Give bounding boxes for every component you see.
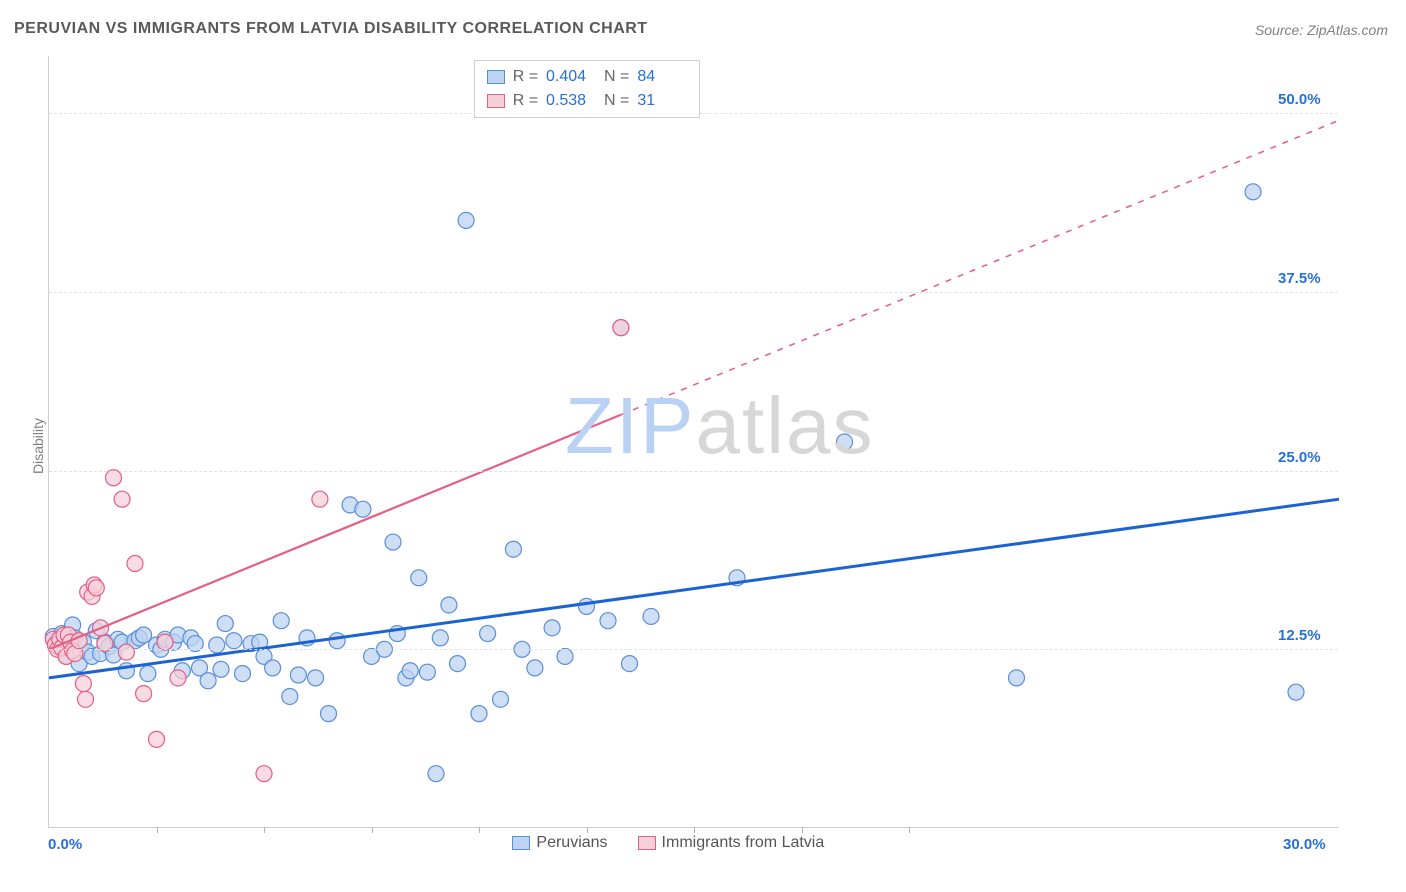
data-point [273,613,289,629]
x-max-label: 30.0% [1283,836,1326,853]
stats-r-value: 0.538 [546,89,596,113]
y-tick-label: 50.0% [1278,91,1321,108]
y-tick-label: 37.5% [1278,270,1321,287]
data-point [329,633,345,649]
stats-n-value: 31 [637,89,687,113]
legend-label: Peruvians [536,834,607,851]
data-point [114,491,130,507]
data-point [1288,684,1304,700]
data-point [450,656,466,672]
plot-area: ZIPatlas [48,56,1338,828]
data-point [527,660,543,676]
data-point [157,634,173,650]
data-point [471,706,487,722]
y-tick-label: 12.5% [1278,627,1321,644]
chart-container: PERUVIAN VS IMMIGRANTS FROM LATVIA DISAB… [0,0,1406,892]
data-point [441,597,457,613]
x-tick [802,827,803,833]
trendline-solid [49,415,621,650]
data-point [557,648,573,664]
x-tick [587,827,588,833]
series-legend: Peruvians Immigrants from Latvia [512,834,824,852]
data-point [127,556,143,572]
legend-item: Peruvians [512,834,607,852]
x-min-label: 0.0% [48,836,82,853]
x-tick [694,827,695,833]
data-point [209,637,225,653]
data-point [480,626,496,642]
stats-n-label: N = [604,89,629,113]
data-point [419,664,435,680]
data-point [837,434,853,450]
chart-title: PERUVIAN VS IMMIGRANTS FROM LATVIA DISAB… [14,20,648,38]
y-axis-label: Disability [30,418,46,474]
data-point [1245,184,1261,200]
data-point [217,616,233,632]
legend-swatch-icon [638,836,656,850]
x-tick [264,827,265,833]
legend-label: Immigrants from Latvia [662,834,825,851]
trendline [49,499,1339,678]
data-point [200,673,216,689]
data-point [106,470,122,486]
data-point [170,670,186,686]
gridline-h [49,471,1338,472]
data-point [505,541,521,557]
data-point [622,656,638,672]
gridline-h [49,292,1338,293]
gridline-h [49,649,1338,650]
data-point [613,320,629,336]
x-tick [372,827,373,833]
source-attribution: Source: ZipAtlas.com [1255,22,1388,38]
data-point [265,660,281,676]
stats-r-label: R = [513,65,538,89]
x-tick [157,827,158,833]
data-point [75,676,91,692]
scatter-svg [49,56,1339,828]
data-point [290,667,306,683]
data-point [140,666,156,682]
stats-legend-box: R = 0.404 N = 84 R = 0.538 N = 31 [474,60,701,118]
data-point [411,570,427,586]
data-point [235,666,251,682]
data-point [643,608,659,624]
stats-row: R = 0.404 N = 84 [487,65,688,89]
stats-row: R = 0.538 N = 31 [487,89,688,113]
x-tick [479,827,480,833]
data-point [256,766,272,782]
data-point [78,691,94,707]
y-tick-label: 25.0% [1278,449,1321,466]
trendline-dashed [621,120,1339,414]
legend-swatch-icon [487,94,505,108]
data-point [493,691,509,707]
data-point [226,633,242,649]
data-point [321,706,337,722]
stats-n-label: N = [604,65,629,89]
data-point [213,661,229,677]
data-point [1009,670,1025,686]
data-point [282,688,298,704]
stats-n-value: 84 [637,65,687,89]
data-point [136,686,152,702]
data-point [579,598,595,614]
data-point [432,630,448,646]
data-point [308,670,324,686]
stats-r-label: R = [513,89,538,113]
data-point [88,580,104,596]
legend-swatch-icon [487,70,505,84]
data-point [149,731,165,747]
data-point [600,613,616,629]
stats-r-value: 0.404 [546,65,596,89]
data-point [355,501,371,517]
data-point [118,644,134,660]
data-point [312,491,328,507]
legend-item: Immigrants from Latvia [638,834,825,852]
x-tick [909,827,910,833]
data-point [544,620,560,636]
data-point [458,212,474,228]
data-point [428,766,444,782]
data-point [385,534,401,550]
legend-swatch-icon [512,836,530,850]
data-point [402,663,418,679]
